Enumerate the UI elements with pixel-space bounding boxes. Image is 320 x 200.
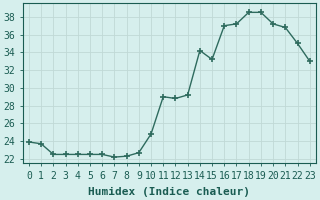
X-axis label: Humidex (Indice chaleur): Humidex (Indice chaleur) — [88, 186, 250, 197]
